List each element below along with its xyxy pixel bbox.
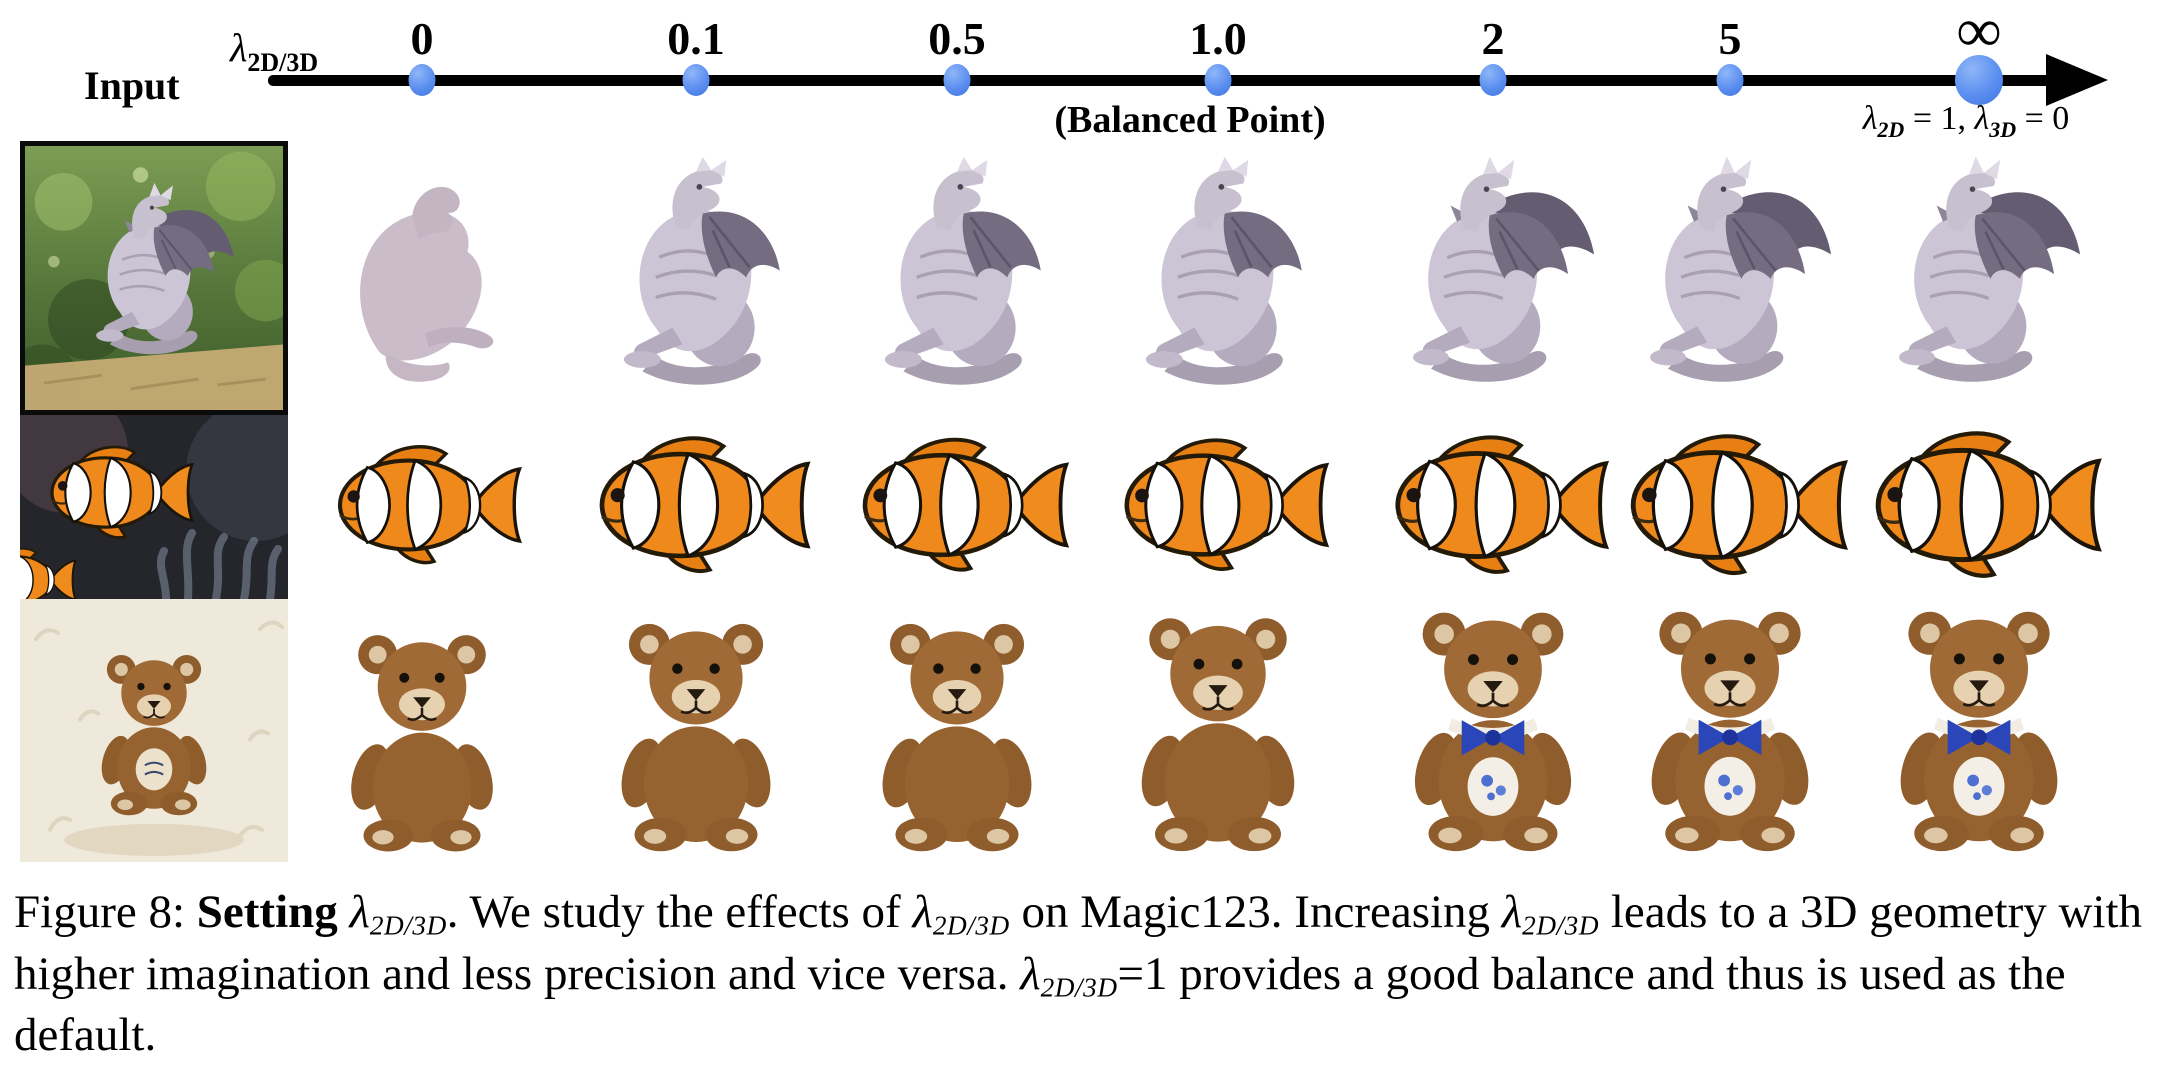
axis-tick-0p1: 0.1 (667, 13, 725, 64)
render-dragon-lambda-1p0 (1112, 150, 1324, 398)
caption-setting-bold: Setting (196, 886, 350, 938)
axis-parameter-label: λ2D/3D (230, 24, 318, 78)
lambda-symbol: λ (230, 25, 248, 70)
axis-dot-0p5 (943, 64, 971, 96)
caption-seg-3: leads to a 3D geometry with higher imagi… (14, 886, 2143, 1000)
caption-lambda-4: λ2D/3D (1020, 947, 1118, 1003)
caption-seg-2: on Magic123. Increasing (1009, 886, 1502, 938)
render-fish-lambda-0p1 (579, 420, 814, 590)
render-fish-lambda-1p0 (1104, 420, 1332, 590)
render-teddy-lambda-0 (325, 600, 520, 855)
render-fish-lambda-0 (320, 420, 525, 590)
axis-tick-5: 5 (1718, 13, 1742, 64)
caption-seg-1: . We study the effects of (446, 886, 913, 938)
axis-dot-1p0 (1204, 64, 1232, 96)
input-photo-dragon (20, 141, 288, 415)
render-dragon-lambda-0 (325, 150, 520, 398)
axis-tick-0: 0 (410, 13, 434, 64)
axis-tick-infinity: ∞ (1956, 0, 2002, 65)
axis-dot-0 (408, 64, 436, 96)
input-column-label: Input (84, 63, 180, 108)
axis-dot-infinity (1955, 55, 2003, 105)
axis-line (268, 75, 2058, 86)
balanced-point-annotation: (Balanced Point) (1054, 99, 1326, 141)
lambda-subscript: 2D/3D (247, 48, 319, 77)
caption-figure-number: Figure 8: (14, 886, 197, 938)
render-dragon-lambda-0p1 (594, 150, 799, 398)
axis-tick-2: 2 (1481, 13, 1505, 64)
render-dragon-lambda-0p5 (853, 150, 1061, 398)
render-teddy-lambda-0p5 (855, 600, 1060, 855)
axis-tick-1p0: 1.0 (1189, 13, 1247, 64)
axis-tick-0p5: 0.5 (928, 13, 986, 64)
render-teddy-lambda-0p1 (594, 600, 799, 855)
input-photo-clownfish (20, 415, 288, 599)
render-teddy-lambda-1p0 (1113, 600, 1323, 855)
caption-lambda-1: λ2D/3D (349, 886, 447, 941)
render-dragon-lambda-inf (1850, 150, 2108, 398)
render-teddy-lambda-2 (1386, 600, 1601, 855)
axis-dot-0p1 (682, 64, 710, 96)
axis-dot-5 (1716, 64, 1744, 96)
render-fish-lambda-5 (1609, 420, 1851, 590)
infinity-annotation: λ2D = 1, λ3D = 0 (1862, 100, 2070, 142)
render-teddy-lambda-5 (1618, 600, 1843, 855)
figure-caption: Figure 8: Setting λ2D/3D. We study the e… (14, 882, 2146, 1065)
render-dragon-lambda-2 (1382, 150, 1604, 398)
render-fish-lambda-0p5 (842, 420, 1072, 590)
caption-lambda-2: λ2D/3D (912, 886, 1010, 941)
caption-lambda-3: λ2D/3D (1501, 886, 1600, 941)
render-teddy-lambda-inf (1862, 600, 2097, 855)
axis-dot-2 (1479, 64, 1507, 96)
render-fish-lambda-2 (1374, 420, 1612, 590)
input-photo-teddy (20, 599, 288, 862)
render-dragon-lambda-5 (1606, 150, 1854, 398)
caption-seg-4: =1 provides a good balance and thus is u… (14, 947, 2066, 1062)
axis-arrowhead-icon (2046, 54, 2108, 106)
render-fish-lambda-inf (1853, 420, 2105, 590)
